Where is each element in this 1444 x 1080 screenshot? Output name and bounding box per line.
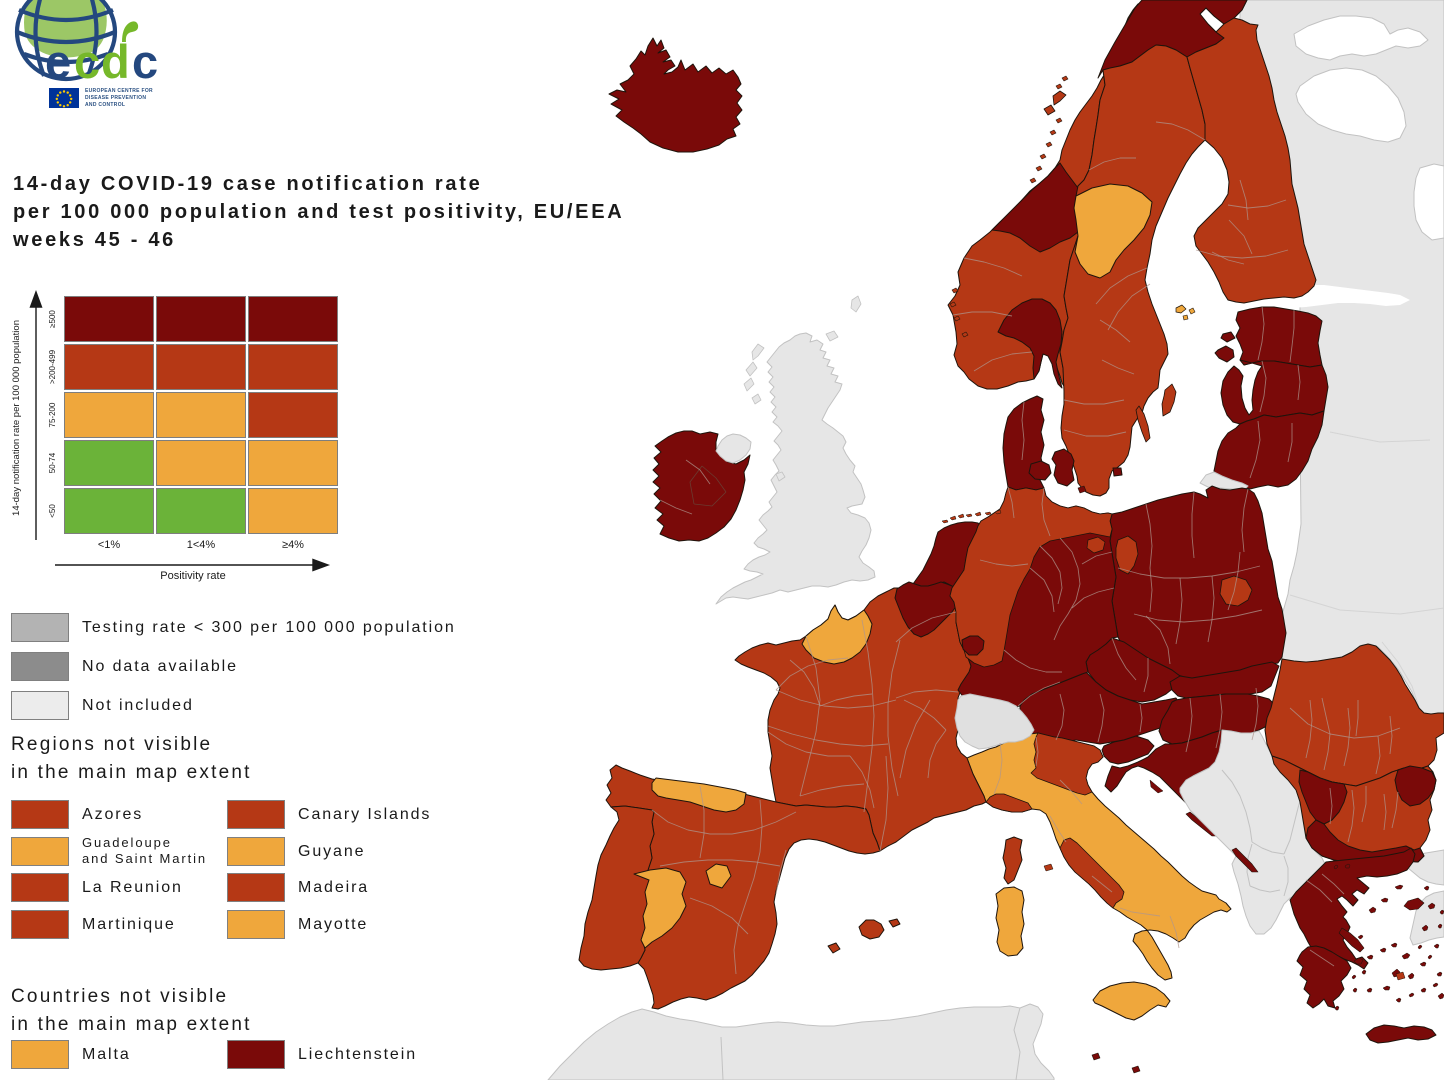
svg-text:<50: <50 [48,504,57,518]
svg-text:AND CONTROL: AND CONTROL [85,102,125,108]
svg-text:c: c [74,35,101,88]
svg-text:EUROPEAN CENTRE FOR: EUROPEAN CENTRE FOR [85,88,153,94]
svg-text:d: d [101,35,131,88]
svg-text:≥4%: ≥4% [282,539,304,551]
svg-text:50-74: 50-74 [48,452,57,473]
svg-text:>200-499: >200-499 [48,349,57,384]
svg-text:75-200: 75-200 [48,402,57,427]
svg-text:≥500: ≥500 [48,310,57,328]
svg-text:<1%: <1% [98,539,121,551]
svg-text:e: e [45,35,72,88]
svg-text:Positivity rate: Positivity rate [160,570,225,582]
svg-text:1<4%: 1<4% [187,539,216,551]
svg-text:DISEASE PREVENTION: DISEASE PREVENTION [85,95,146,101]
svg-text:c: c [132,35,159,88]
svg-text:14-day notification rate per 1: 14-day notification rate per 100 000 pop… [11,320,22,516]
